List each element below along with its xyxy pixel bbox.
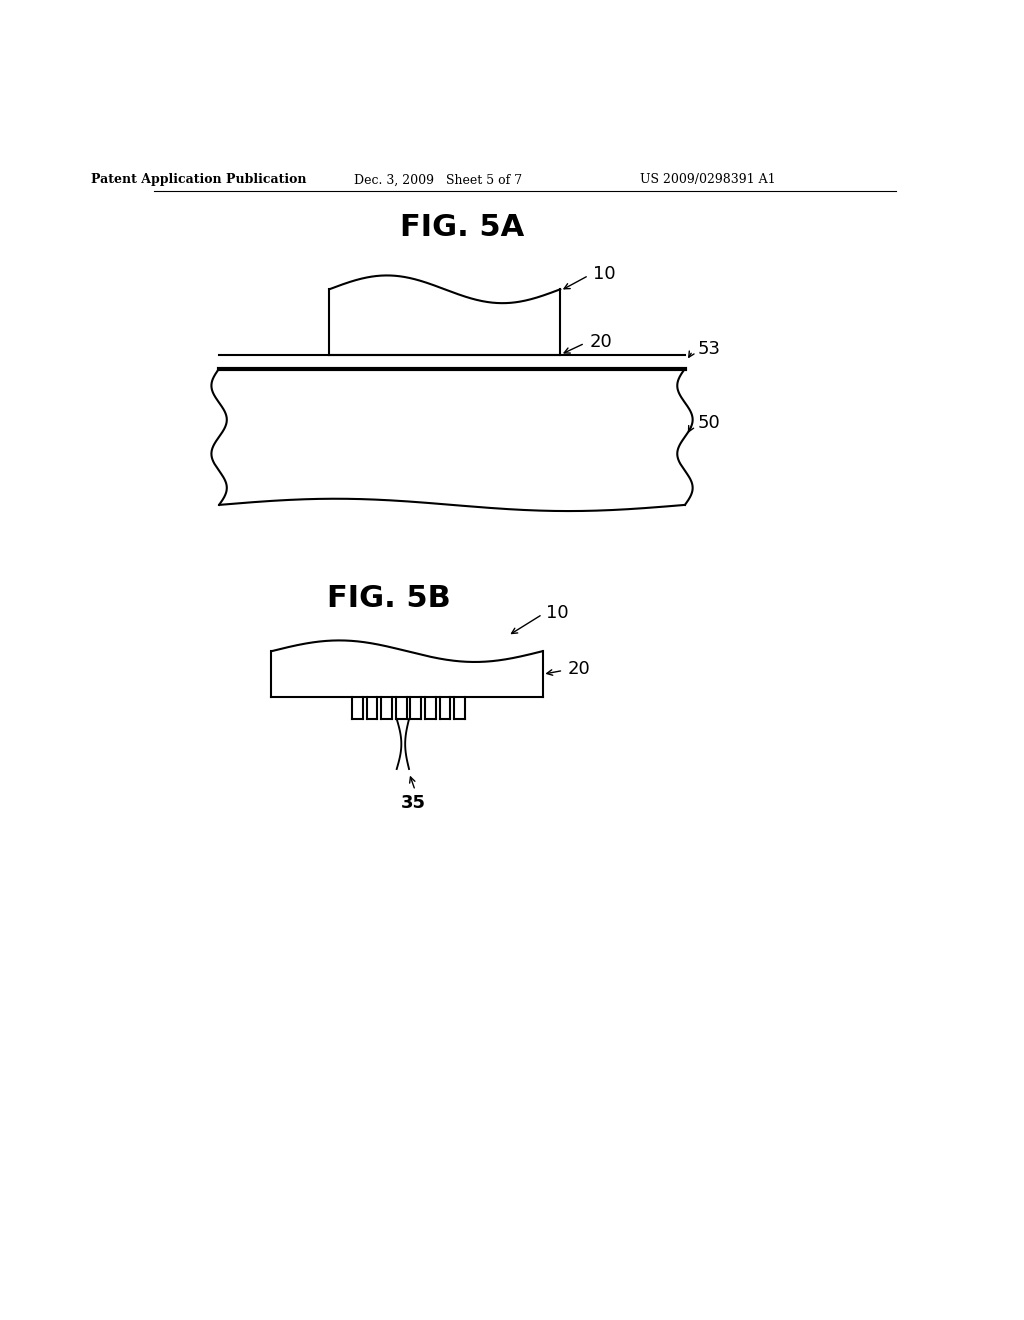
Text: 50: 50 — [697, 413, 720, 432]
Text: US 2009/0298391 A1: US 2009/0298391 A1 — [640, 173, 776, 186]
Text: Dec. 3, 2009   Sheet 5 of 7: Dec. 3, 2009 Sheet 5 of 7 — [354, 173, 522, 186]
Text: 20: 20 — [590, 333, 612, 351]
Text: 20: 20 — [567, 660, 590, 678]
Text: FIG. 5A: FIG. 5A — [399, 214, 524, 242]
Text: FIG. 5B: FIG. 5B — [327, 585, 451, 614]
Text: 53: 53 — [697, 341, 720, 358]
Text: 35: 35 — [400, 793, 425, 812]
Text: 10: 10 — [593, 265, 615, 282]
Text: 10: 10 — [547, 603, 569, 622]
Text: Patent Application Publication: Patent Application Publication — [90, 173, 306, 186]
